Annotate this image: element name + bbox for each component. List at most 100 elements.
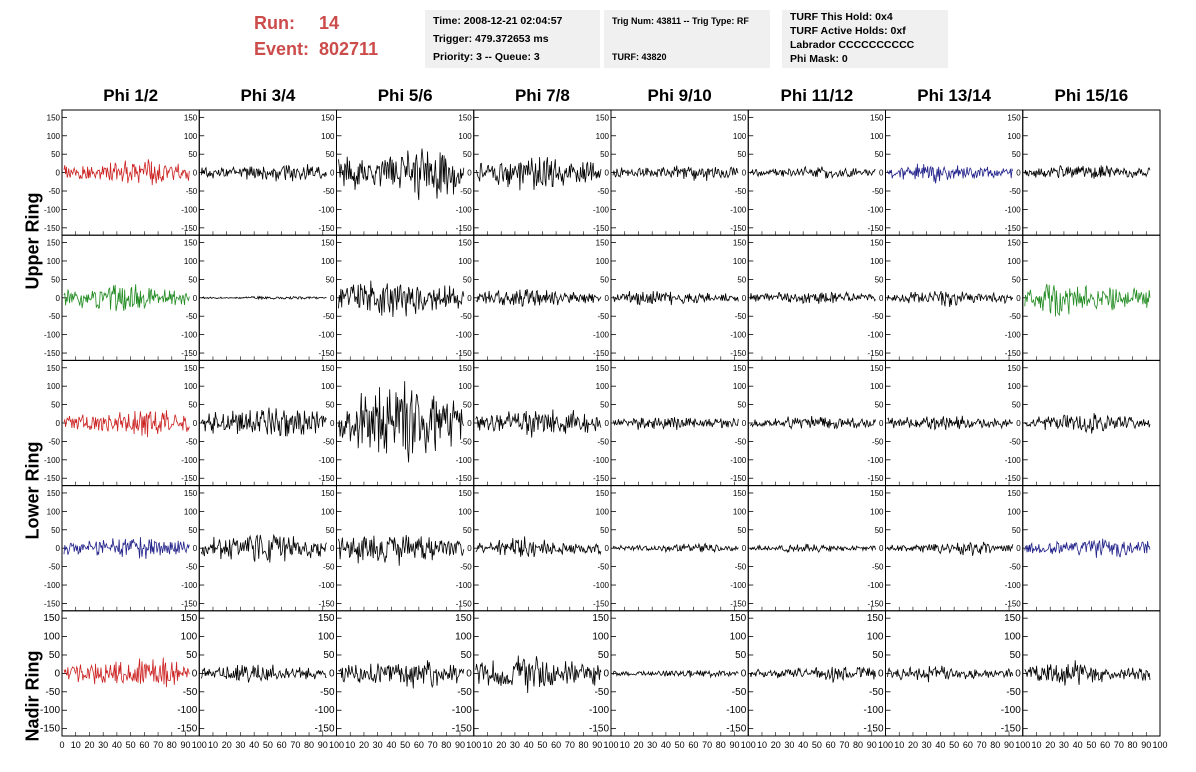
y-tick-label: -100 — [867, 205, 884, 214]
waveform-panel: 150 100 50 0 -50 -100 -150 — [181, 359, 337, 487]
x-tick-label: 100 — [329, 740, 344, 750]
y-tick-label: -50 — [460, 187, 472, 196]
waveform-panel: 150 100 50 0 -50 -100 -150 — [456, 234, 612, 361]
phi-mask-text: Phi Mask: 0 — [790, 53, 848, 65]
y-tick-label: 50 — [600, 275, 609, 284]
x-tick-label: 100 — [1015, 740, 1030, 750]
y-tick-label: -50 — [460, 437, 472, 446]
waveform-panel: 150 100 50 0 -50 -100 -150 — [181, 109, 337, 236]
y-tick-label: 100 — [1004, 632, 1021, 643]
y-tick-label: 0 — [193, 544, 198, 553]
waveform-line — [1024, 164, 1151, 179]
y-tick-label: -150 — [44, 224, 61, 233]
x-tick-label: 80 — [304, 740, 314, 750]
x-tick-label: 100 — [192, 740, 207, 750]
x-tick-label: 50 — [949, 740, 959, 750]
y-tick-label: -100 — [318, 205, 335, 214]
y-tick-label: 150 — [181, 613, 198, 624]
y-tick-label: 50 — [49, 650, 61, 661]
y-tick-label: 0 — [467, 169, 472, 178]
x-tick-label: 50 — [675, 740, 685, 750]
y-tick-label: -150 — [867, 349, 884, 358]
x-tick-label: 60 — [139, 740, 149, 750]
y-tick-label: 150 — [321, 489, 335, 498]
x-tick-label: 50 — [537, 740, 547, 750]
y-tick-label: 0 — [605, 544, 610, 553]
waveform-panel: 150 100 50 0 -50 -100 -150 — [867, 359, 1024, 487]
y-tick-label: 0 — [1016, 169, 1021, 178]
y-tick-label: 0 — [54, 668, 60, 679]
y-tick-label: 50 — [186, 650, 198, 661]
y-tick-label: 150 — [184, 364, 198, 373]
y-tick-label: 50 — [51, 401, 60, 410]
y-tick-label: -150 — [589, 724, 609, 735]
waveform-line — [200, 164, 327, 182]
waveform-line — [338, 381, 465, 463]
waveform-line — [200, 533, 327, 563]
run-event-box: Run: 14 Event: 802711 — [254, 10, 378, 62]
y-tick-label: -150 — [593, 224, 610, 233]
waveform-panel: 150 100 50 0 -50 -100 -150 — [589, 610, 749, 737]
y-tick-label: -100 — [1005, 331, 1022, 340]
time-info-box: Time: 2008-12-21 02:04:57 Trigger: 479.3… — [425, 10, 600, 68]
y-tick-label: -150 — [863, 724, 883, 735]
y-tick-label: 50 — [326, 526, 335, 535]
waveform-line — [749, 165, 876, 180]
x-tick-label: 20 — [84, 740, 94, 750]
column-header: Phi 7/8 — [514, 86, 570, 105]
y-tick-label: -150 — [1005, 349, 1022, 358]
y-tick-label: 150 — [47, 113, 61, 122]
x-tick-label: 100 — [466, 740, 481, 750]
y-tick-label: 50 — [737, 401, 746, 410]
y-tick-label: -150 — [318, 474, 335, 483]
y-tick-label: 100 — [870, 132, 884, 141]
waveform-panel: 150 100 50 0 -50 -100 -150 — [730, 109, 886, 236]
waveform-line — [475, 289, 602, 308]
y-tick-label: -150 — [181, 599, 198, 608]
y-tick-label: 100 — [1007, 382, 1021, 391]
waveform-line — [612, 542, 739, 553]
x-tick-label: 80 — [716, 740, 726, 750]
y-tick-label: 100 — [596, 382, 610, 391]
y-tick-label: 100 — [733, 507, 747, 516]
y-tick-label: 0 — [192, 668, 198, 679]
x-tick-label: 80 — [990, 740, 1000, 750]
y-tick-label: 0 — [56, 544, 61, 553]
y-tick-label: -50 — [872, 437, 884, 446]
y-tick-label: 150 — [184, 239, 198, 248]
y-tick-label: 150 — [733, 364, 747, 373]
y-tick-label: -150 — [181, 349, 198, 358]
panel-frame — [885, 610, 1024, 737]
y-tick-label: -50 — [869, 687, 884, 698]
y-tick-label: 100 — [1007, 257, 1021, 266]
waveform-panel: 150 100 50 0 -50 -100 -150 — [863, 610, 1024, 737]
y-tick-label: 100 — [870, 382, 884, 391]
x-tick-label: 90 — [1004, 740, 1014, 750]
x-tick-label: 80 — [441, 740, 451, 750]
y-tick-label: 100 — [43, 632, 60, 643]
y-tick-label: -150 — [181, 224, 198, 233]
y-tick-label: -150 — [181, 474, 198, 483]
waveform-line — [63, 410, 190, 438]
y-tick-label: -100 — [867, 581, 884, 590]
y-tick-label: 150 — [870, 364, 884, 373]
waveform-panel: 150 100 50 0 -50 -100 -150 — [730, 485, 886, 612]
y-tick-label: 150 — [321, 364, 335, 373]
y-tick-label: -150 — [1001, 724, 1021, 735]
waveform-panel: 150 100 50 0 -50 -100 -150 — [177, 610, 337, 737]
y-tick-label: -150 — [318, 349, 335, 358]
y-tick-label: -50 — [323, 437, 335, 446]
y-tick-label: 0 — [605, 169, 610, 178]
y-tick-label: 150 — [1007, 239, 1021, 248]
y-tick-label: 150 — [870, 239, 884, 248]
x-tick-label: 60 — [688, 740, 698, 750]
y-tick-label: -100 — [730, 331, 747, 340]
y-tick-label: 150 — [47, 489, 61, 498]
y-tick-label: -50 — [186, 437, 198, 446]
y-tick-label: 150 — [318, 613, 335, 624]
y-tick-label: -100 — [730, 456, 747, 465]
waveform-panel: 150 100 50 0 -50 -100 -150 — [314, 610, 475, 737]
waveform-panel: 150 100 50 0 -50 -100 -150 — [867, 485, 1024, 612]
waveform-line — [475, 157, 602, 191]
